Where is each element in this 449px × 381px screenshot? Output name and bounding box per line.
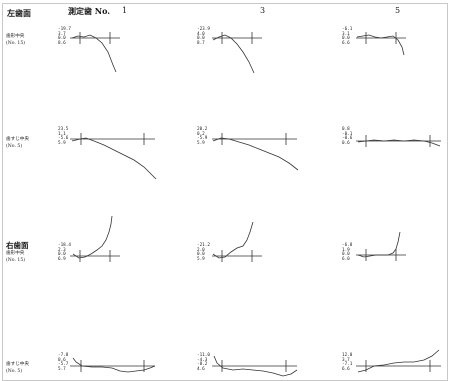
row4-col1-values: -7.8 0.6 -5.7 5.7 [58, 353, 69, 372]
row2-col3-values: 20.2 0.2 -5.9 5.9 [197, 127, 208, 146]
row3-col5-values: -6.8 1.9 0.0 6.0 [342, 243, 353, 262]
row4-col3-values: -11.0 -4.3 -8.2 4.6 [197, 353, 210, 372]
row1-group-label: 歯形中央 [6, 34, 25, 39]
row2-col3-trace [212, 133, 299, 171]
tooth-3-heading: 3 [260, 6, 266, 15]
tooth-1-heading: 1 [122, 6, 128, 15]
row2-group-label: 歯すじ中央 [6, 137, 29, 142]
row1-col1-trace [70, 32, 120, 73]
row3-col1-trace [70, 215, 120, 262]
row3-group-label: 歯形中央 [6, 251, 25, 256]
row4-sub-label: (No. 5) [6, 369, 23, 374]
left-flank-heading: 左歯面 [7, 8, 31, 18]
tooth-5-heading: 5 [395, 6, 401, 15]
row2-col5-values: 0.8 -0.1 -0.6 0.6 [342, 127, 353, 146]
row3-col3-trace [212, 221, 262, 262]
row1-col1-values: -19.7 3.7 0.0 8.6 [58, 27, 71, 46]
right-flank-heading: 右歯面 [6, 241, 29, 250]
row1-col5-trace [356, 32, 406, 56]
row2-col1-trace [70, 133, 157, 180]
row4-col3-trace [212, 355, 298, 377]
row3-col1-values: -18.4 2.3 0.0 6.9 [58, 243, 71, 262]
row1-sub-label: (No. 15) [6, 41, 26, 46]
tooth-number-heading: 測定歯 No. [68, 6, 111, 16]
row2-col5-trace [356, 135, 441, 147]
row4-col5-values: 12.0 3.7 -7.1 6.6 [342, 353, 353, 372]
row4-col5-trace [356, 349, 441, 373]
row3-col3-values: -21.2 2.0 0.0 5.9 [197, 243, 210, 262]
row3-sub-label: (No. 15) [6, 258, 26, 263]
row1-col3-values: -23.9 4.0 0.0 8.7 [197, 27, 210, 46]
row2-col1-values: 23.5 1.1 -5.6 5.9 [58, 127, 69, 146]
row4-group-label: 歯すじ中央 [6, 362, 29, 367]
row2-sub-label: (No. 5) [6, 144, 23, 149]
row1-col3-trace [212, 32, 262, 74]
row3-col5-trace [356, 231, 406, 261]
row4-col1-trace [70, 357, 156, 373]
row1-col5-values: -6.1 3.1 0.0 6.6 [342, 27, 353, 46]
